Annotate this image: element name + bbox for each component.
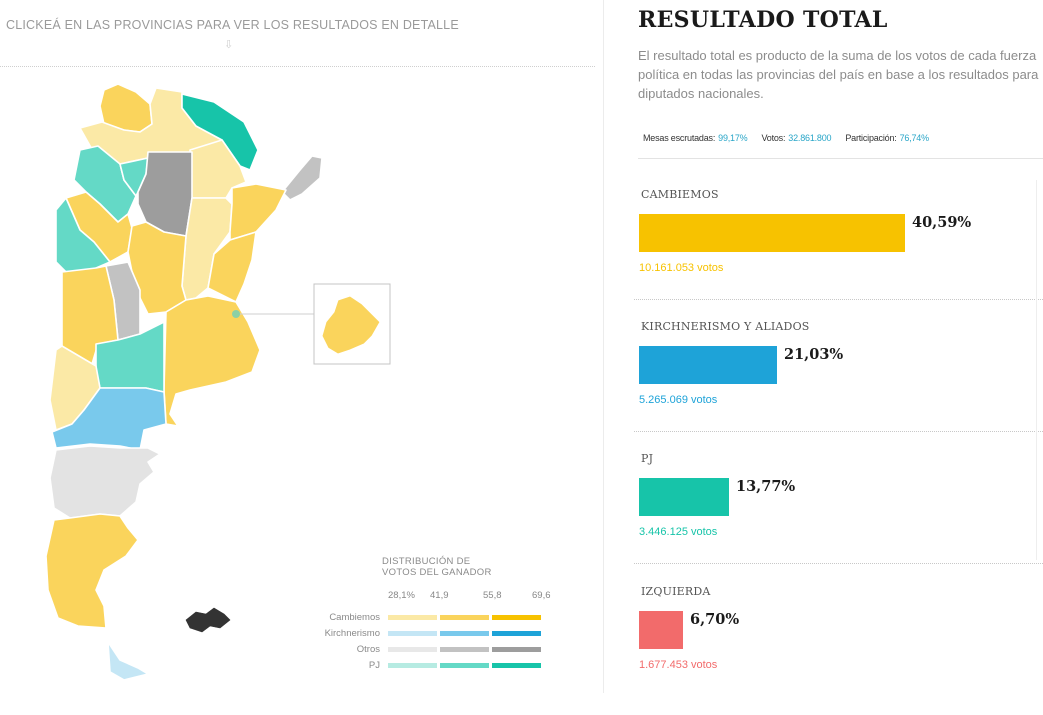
legend-row-label: Kirchnerismo	[324, 628, 380, 639]
legend-swatch	[388, 615, 437, 620]
party-votes: 10.161.053 votos	[639, 262, 724, 274]
legend-ticks: 28,1% 41,9 55,8 69,6	[388, 590, 551, 602]
divider	[638, 158, 1043, 159]
legend-swatch	[440, 615, 489, 620]
province-rio-negro[interactable]	[51, 387, 167, 451]
party-votes: 5.265.069 votos	[639, 394, 718, 406]
legend-row: Otros	[310, 644, 550, 656]
panel-edge	[1036, 180, 1037, 560]
legend-swatch	[492, 615, 541, 620]
down-arrow-icon: ⇩	[224, 39, 234, 51]
legend-row: Kirchnerismo	[310, 628, 550, 640]
panel-divider	[603, 0, 604, 693]
party-name: IZQUIERDA	[641, 585, 711, 598]
legend-swatch	[492, 663, 541, 668]
legend-swatch	[492, 631, 541, 636]
legend-row-label: Otros	[356, 644, 380, 655]
party-result: CAMBIEMOS 40,59% 10.161.053 votos	[634, 188, 1043, 318]
legend-title-line: DISTRIBUCIÓN DE	[382, 556, 471, 567]
legend-tick: 41,9	[430, 590, 449, 601]
party-name: CAMBIEMOS	[641, 188, 719, 201]
divider	[634, 431, 1043, 432]
stats-line: Mesas escrutadas: 99,17% Votos: 32.861.800 P…	[643, 133, 943, 143]
province-santa-cruz[interactable]	[45, 513, 139, 629]
party-result: IZQUIERDA 6,70% 1.677.453 votos	[638, 585, 1043, 715]
party-percent: 21,03%	[784, 346, 844, 363]
mesas-label: Mesas escrutadas:	[643, 133, 716, 143]
map-instruction: CLICKEÁ EN LAS PROVINCIAS PARA VER LOS R…	[6, 18, 459, 32]
party-name: PJ	[641, 452, 654, 465]
province-misiones[interactable]	[281, 155, 323, 201]
mesas-value: 99,17%	[718, 133, 748, 143]
legend-swatch	[440, 663, 489, 668]
argentina-map	[45, 83, 391, 681]
divider	[634, 299, 1043, 300]
divider	[634, 563, 1043, 564]
legend-swatch	[388, 631, 437, 636]
legend-tick: 28,1%	[388, 590, 415, 601]
party-bar	[639, 478, 729, 516]
party-bar	[639, 346, 777, 384]
province-formosa[interactable]	[181, 93, 259, 171]
legend-tick: 69,6	[532, 590, 551, 601]
legend-row: Cambiemos	[310, 612, 550, 624]
party-votes: 1.677.453 votos	[639, 659, 718, 671]
legend-swatch	[388, 663, 437, 668]
legend-swatch	[440, 631, 489, 636]
province-caba[interactable]	[321, 295, 381, 355]
participacion-label: Participación:	[845, 133, 897, 143]
results-description: El resultado total es producto de la sum…	[638, 48, 1039, 101]
province-corrientes[interactable]	[229, 183, 287, 241]
party-name: KIRCHNERISMO Y ALIADOS	[641, 320, 810, 333]
legend-row: PJ	[310, 660, 550, 672]
votos-value: 32.861.800	[788, 133, 832, 143]
legend-title: DISTRIBUCIÓN DE VOTOS DEL GANADOR	[382, 556, 492, 578]
province-san-juan[interactable]	[55, 197, 111, 277]
party-percent: 6,70%	[690, 611, 740, 628]
results-title: RESULTADO TOTAL	[638, 7, 888, 33]
votos-label: Votos:	[761, 133, 786, 143]
province-buenos-aires[interactable]	[163, 295, 261, 427]
divider	[0, 66, 595, 67]
party-percent: 40,59%	[912, 214, 972, 231]
province-tierra-del-fuego[interactable]	[107, 641, 149, 681]
legend-swatch	[440, 647, 489, 652]
party-bar	[639, 611, 683, 649]
party-result: PJ 13,77% 3.446.125 votos	[634, 452, 1043, 582]
province-entre-rios[interactable]	[207, 231, 257, 303]
party-percent: 13,77%	[736, 478, 796, 495]
map-panel: CLICKEÁ EN LAS PROVINCIAS PARA VER LOS R…	[0, 18, 595, 681]
party-bar	[639, 214, 905, 252]
caba-marker[interactable]	[232, 310, 240, 318]
party-votes: 3.446.125 votos	[639, 526, 718, 538]
caba-inset[interactable]	[232, 283, 391, 365]
legend-swatch	[492, 647, 541, 652]
legend-tick: 55,8	[483, 590, 502, 601]
results-panel: RESULTADO TOTAL El resultado total es pr…	[634, 0, 1043, 693]
malvinas-islands	[185, 607, 231, 633]
legend-swatch	[388, 647, 437, 652]
legend-row-label: Cambiemos	[329, 612, 380, 623]
participacion-value: 76,74%	[899, 133, 930, 143]
party-result: KIRCHNERISMO Y ALIADOS 21,03% 5.265.069 vo…	[634, 320, 1043, 450]
legend-title-line: VOTOS DEL GANADOR	[382, 567, 492, 578]
province-chubut[interactable]	[49, 445, 161, 519]
legend-row-label: PJ	[368, 660, 380, 671]
